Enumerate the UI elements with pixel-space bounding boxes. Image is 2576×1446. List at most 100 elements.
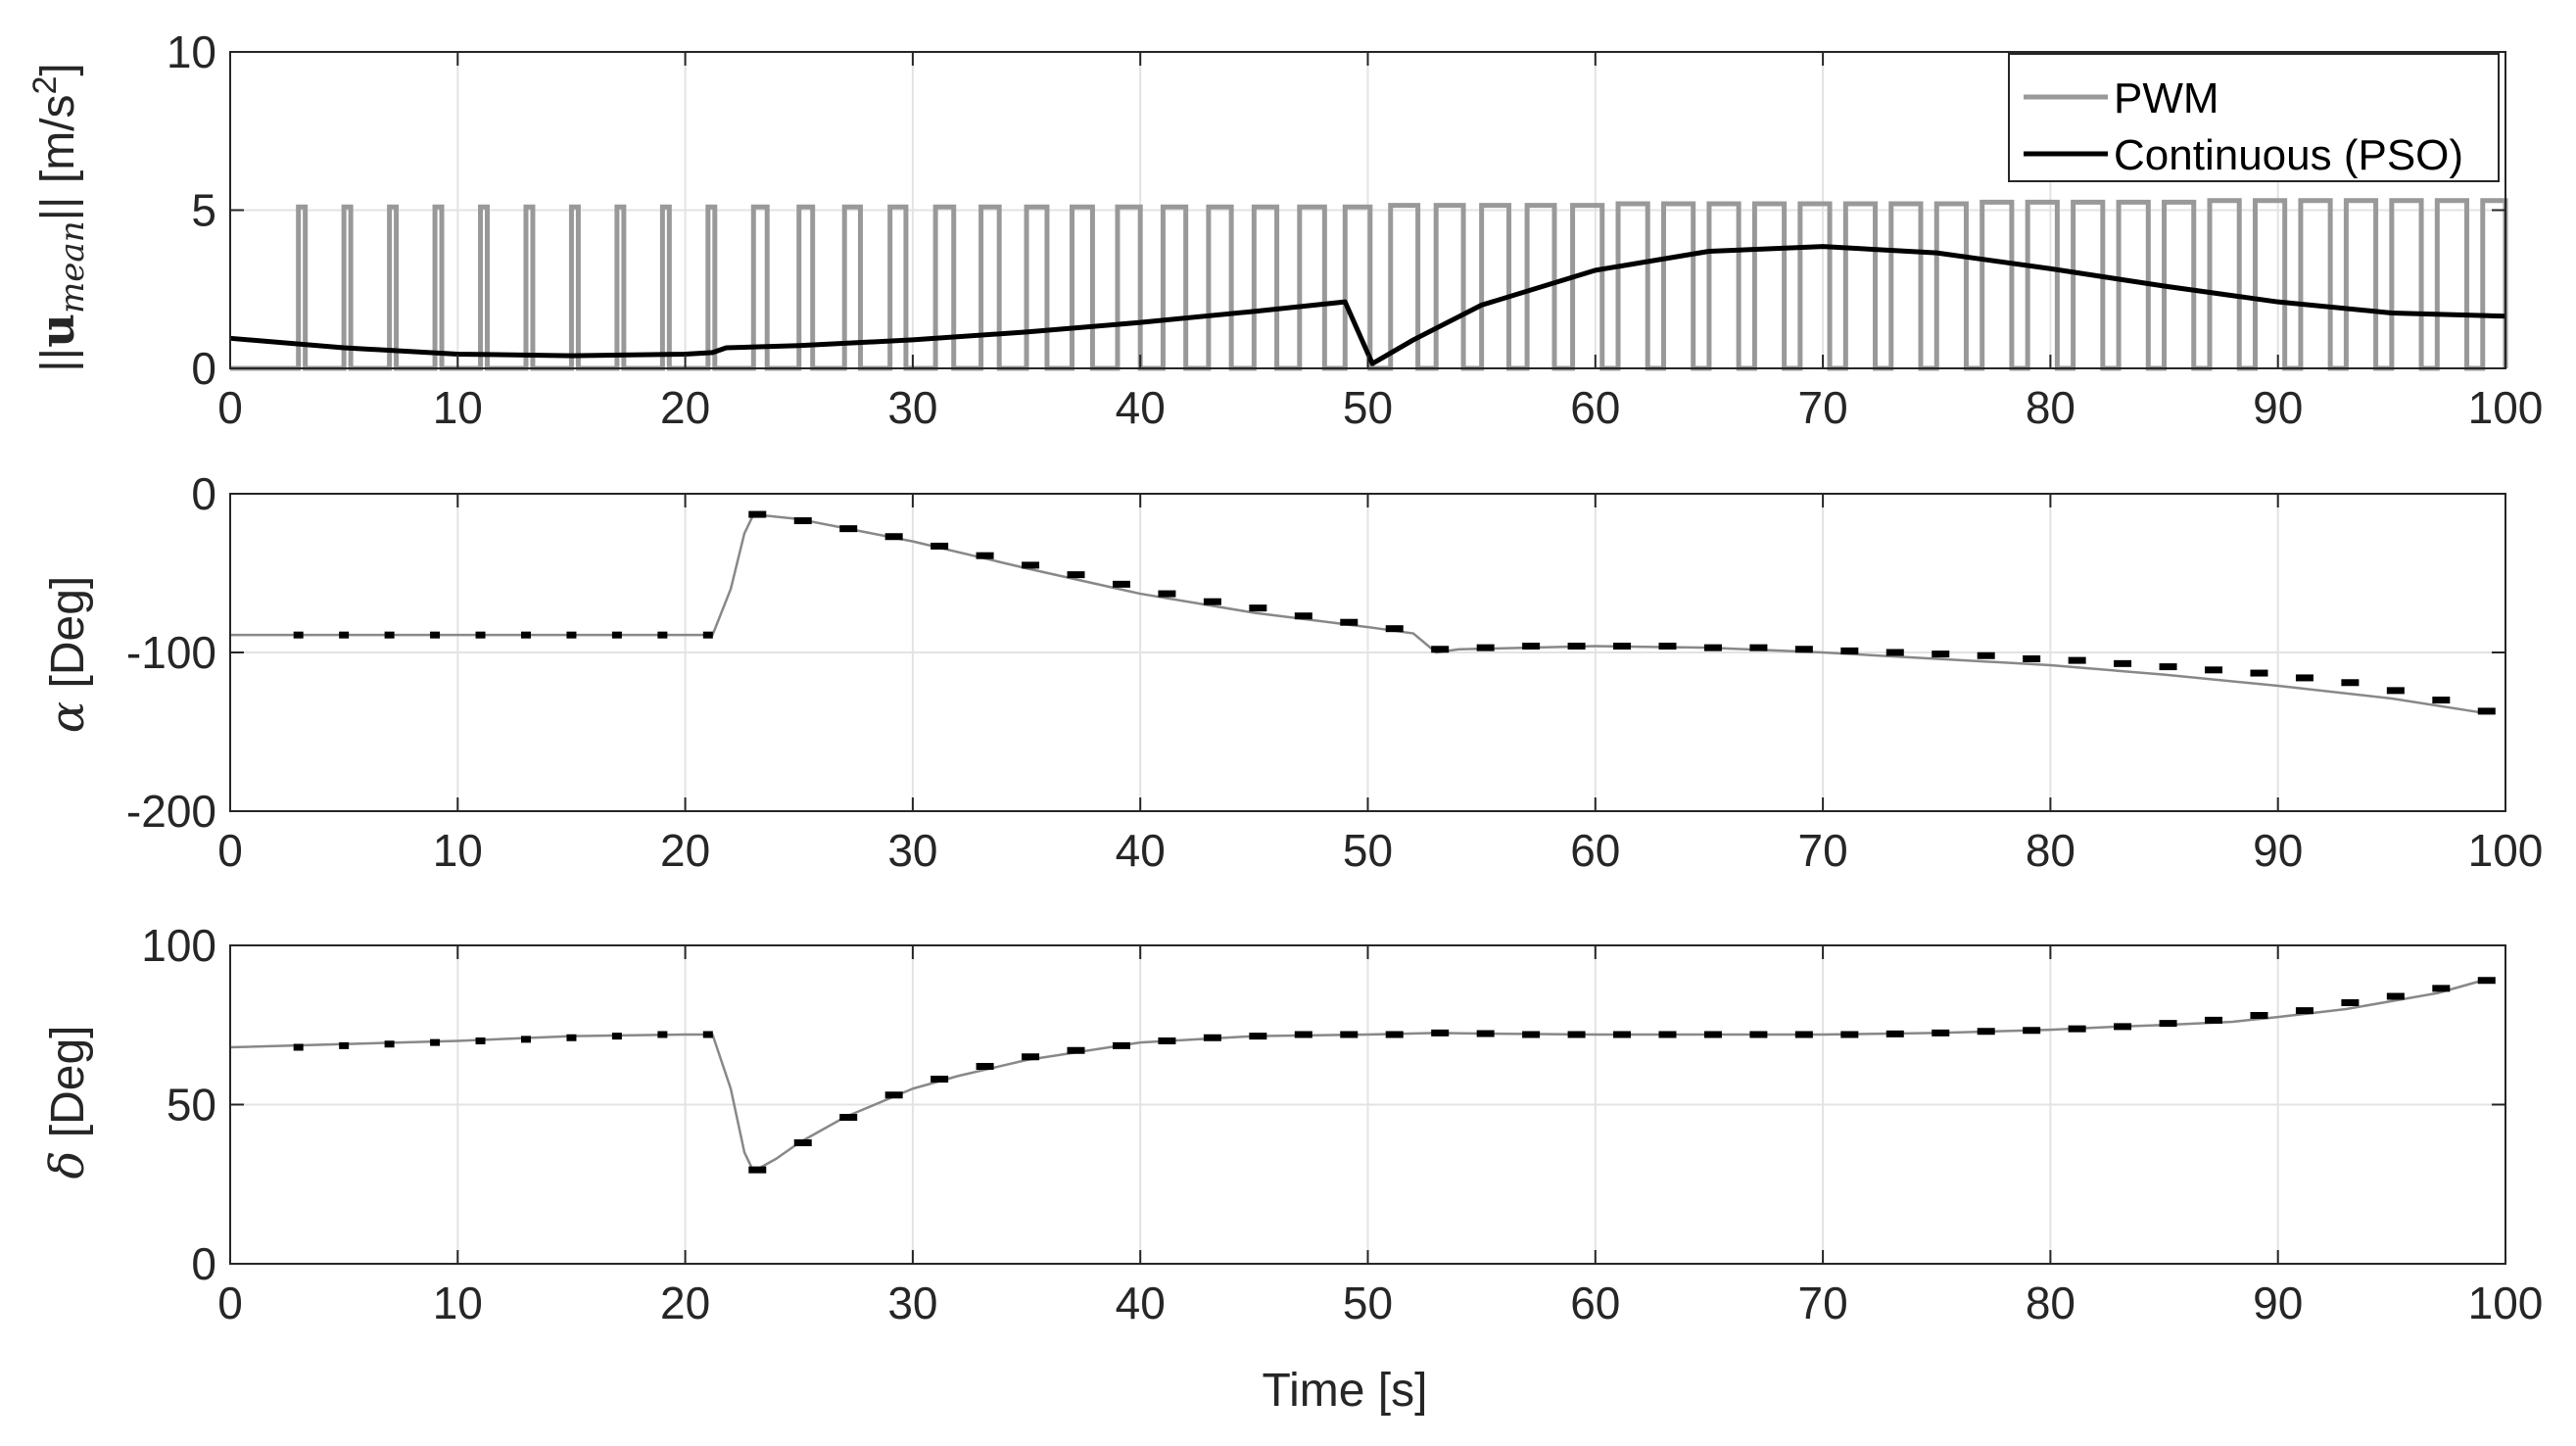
thrust-marker-point [1794, 646, 1813, 653]
thrust-marker-point [1476, 1030, 1495, 1037]
thrust-marker-point [2432, 985, 2451, 992]
thrust-marker-point [1613, 1031, 1632, 1038]
thrust-marker-point [1340, 1031, 1359, 1038]
thrust-marker-point [793, 1139, 812, 1146]
panel-bottom-delta: 0 10 20 30 40 50 60 70 80 90 100 0 50 100 δ [Deg] Tim… [40, 920, 2543, 1417]
panel-middle-plot-area [230, 510, 2496, 715]
thrust-marker-point [1340, 618, 1359, 626]
thrust-marker-point [748, 510, 767, 518]
thrust-marker-point [1977, 651, 1995, 659]
thrust-marker-point [1703, 644, 1722, 651]
thrust-marker-point [1067, 571, 1085, 579]
x-tick-label: 100 [2468, 825, 2544, 876]
x-tick-label: 30 [887, 1277, 937, 1328]
thrust-marker-point [793, 517, 812, 525]
ylabel-open-bars: || [32, 348, 84, 372]
legend-pwm-label: PWM [2114, 74, 2219, 122]
panel-top-ylabel: ||umean|| [m/s2] [26, 63, 92, 372]
thrust-marker-point [1158, 1037, 1176, 1044]
x-tick-label: 80 [2026, 382, 2075, 433]
thrust-marker-point [1932, 651, 1950, 658]
thrust-marker-point [2477, 707, 2496, 715]
x-tick-label: 60 [1570, 382, 1620, 433]
x-tick-label: 90 [2253, 825, 2303, 876]
y-tick-label: 0 [191, 343, 216, 394]
panel-middle-ylabel: α [Deg] [40, 576, 95, 733]
thrust-marker-point [384, 631, 395, 639]
thrust-marker-point [2023, 654, 2041, 662]
panel-bottom-ticks: 0 10 20 30 40 50 60 70 80 90 100 0 50 100 [141, 920, 2543, 1328]
thrust-marker-point [2477, 977, 2496, 985]
thrust-marker-point [520, 1036, 531, 1043]
thrust-marker-point [1977, 1028, 1995, 1036]
thrust-marker-point [475, 1037, 486, 1044]
thrust-marker-point [2386, 687, 2405, 695]
thrust-marker-point [1885, 649, 1904, 656]
thrust-marker-point [1385, 1031, 1404, 1038]
x-tick-label: 50 [1343, 382, 1393, 433]
thrust-marker-point [2068, 656, 2086, 664]
thrust-marker-point [566, 1034, 577, 1041]
thrust-marker-point [1794, 1031, 1813, 1038]
thrust-marker-point [1067, 1046, 1085, 1054]
x-tick-label: 50 [1343, 1277, 1393, 1328]
thrust-marker-point [2386, 992, 2405, 1000]
x-tick-label: 10 [433, 825, 483, 876]
thrust-marker-point [1431, 646, 1450, 653]
thrust-marker-point [1203, 1034, 1221, 1041]
thrust-marker-point [1431, 1029, 1450, 1036]
x-tick-label: 80 [2026, 825, 2075, 876]
x-tick-label: 40 [1116, 1277, 1166, 1328]
thrust-marker-point [2114, 659, 2132, 667]
thrust-marker-point [1658, 1031, 1677, 1038]
thrust-marker-point [566, 631, 577, 639]
ylabel-end-bracket: ] [32, 63, 84, 75]
x-tick-label: 70 [1798, 825, 1848, 876]
thrust-marker-point [520, 631, 531, 639]
ylabel-alpha-symbol: α [40, 701, 95, 733]
x-tick-label: 40 [1116, 382, 1166, 433]
thrust-marker-point [1885, 1030, 1904, 1037]
thrust-marker-point [611, 1033, 622, 1040]
thrust-marker-point [1522, 1031, 1541, 1038]
thrust-marker-point [702, 1031, 713, 1038]
thrust-marker-point [2295, 1007, 2314, 1015]
thrust-marker-point [930, 542, 949, 550]
thrust-marker-point [2159, 1020, 2177, 1028]
y-tick-label: 10 [167, 26, 216, 77]
thrust-marker-point [930, 1076, 949, 1083]
x-tick-label: 50 [1343, 825, 1393, 876]
thrust-marker-point [430, 1038, 441, 1046]
x-tick-label: 10 [433, 1277, 483, 1328]
thrust-marker-point [1203, 598, 1221, 605]
ylabel-alpha-units: [Deg] [42, 576, 94, 701]
x-tick-label: 60 [1570, 1277, 1620, 1328]
thrust-marker-point [339, 631, 350, 639]
thrust-marker-point [2159, 663, 2177, 671]
legend: PWM Continuous (PSO) [2008, 53, 2500, 182]
thrust-marker-point [839, 525, 858, 533]
ylabel-superscript-2: 2 [26, 76, 64, 95]
x-tick-label: 70 [1798, 1277, 1848, 1328]
y-tick-label: 50 [167, 1080, 216, 1131]
y-tick-label: -100 [126, 627, 216, 678]
thrust-marker-point [2432, 697, 2451, 704]
thrust-marker-point [2114, 1023, 2132, 1031]
thrust-marker-point [1567, 643, 1586, 651]
x-tick-label: 80 [2026, 1277, 2075, 1328]
x-tick-label: 60 [1570, 825, 1620, 876]
y-tick-label: 100 [141, 920, 216, 971]
thrust-marker-point [702, 631, 713, 639]
thrust-marker-point [2205, 1016, 2223, 1024]
x-tick-label: 90 [2253, 382, 2303, 433]
thrust-marker-point [1249, 604, 1267, 612]
x-tick-label: 40 [1116, 825, 1166, 876]
thrust-marker-point [1476, 644, 1495, 651]
thrust-marker-point [293, 1043, 304, 1051]
y-tick-label: -200 [126, 786, 216, 837]
x-tick-label: 20 [660, 1277, 710, 1328]
thrust-marker-point [976, 1063, 994, 1070]
x-tick-label: 30 [887, 382, 937, 433]
legend-continuous-label: Continuous (PSO) [2114, 131, 2463, 179]
